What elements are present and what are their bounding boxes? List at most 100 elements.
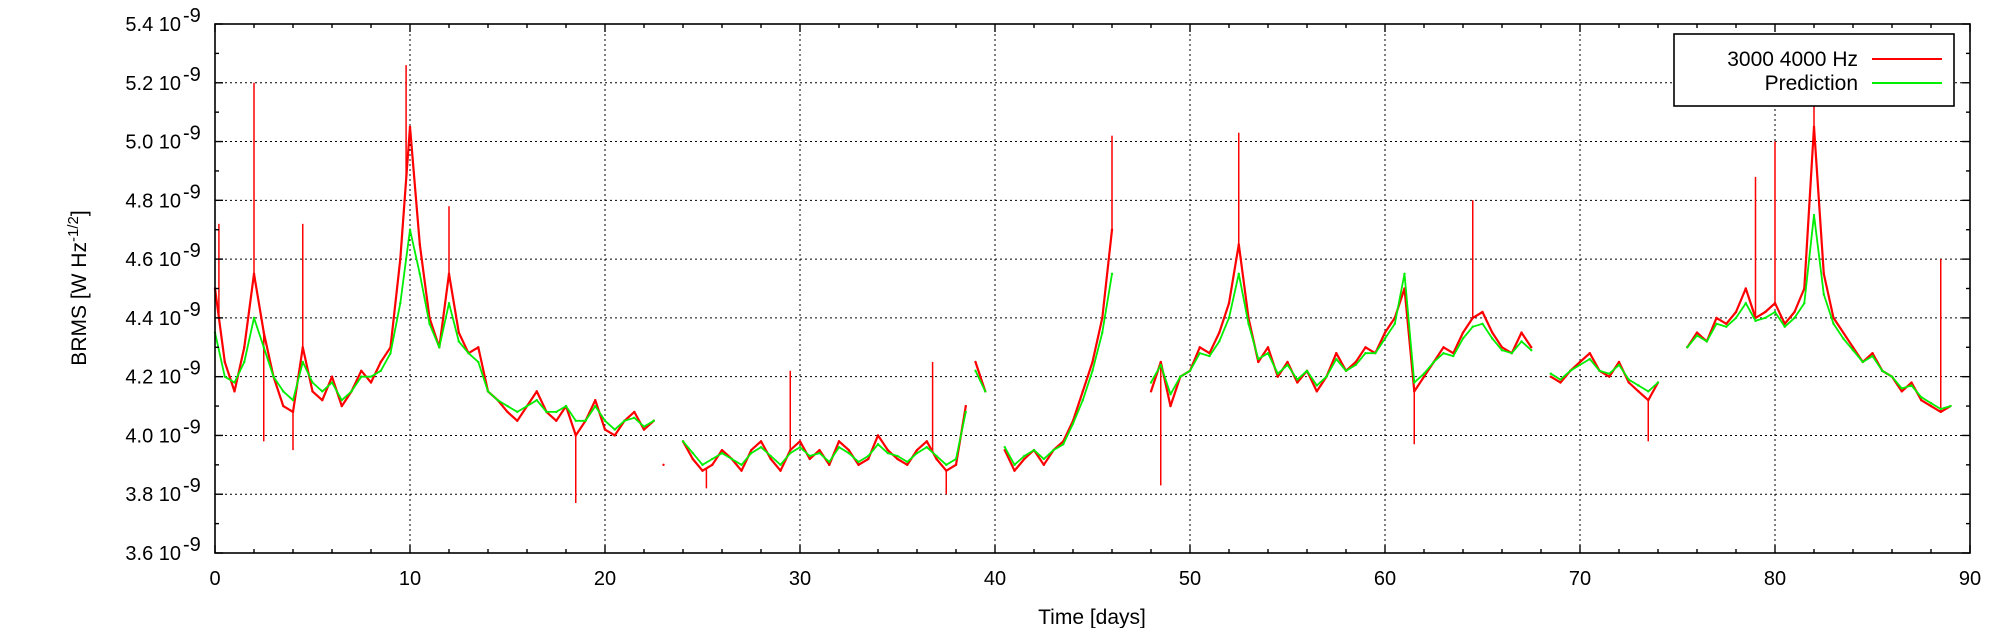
y-tick-label: 4.4 10 xyxy=(125,308,181,330)
series-point xyxy=(1851,349,1855,352)
series-point xyxy=(711,463,714,467)
series-point xyxy=(1725,322,1728,325)
series-point xyxy=(954,463,958,467)
series-point xyxy=(477,346,480,349)
series-point xyxy=(1403,272,1406,276)
series-point xyxy=(428,322,431,325)
series-point xyxy=(496,398,499,402)
series-point xyxy=(408,125,412,129)
series-point xyxy=(1881,369,1884,372)
y-tick-label: 3.6 10 xyxy=(125,543,181,565)
series-point xyxy=(1481,310,1484,314)
y-tick-label-exponent: -9 xyxy=(183,181,201,203)
series-point xyxy=(1900,390,1903,393)
series-point xyxy=(1335,357,1338,361)
series-point xyxy=(759,440,763,443)
series-point xyxy=(1461,337,1465,340)
series-point xyxy=(935,457,938,461)
series-point xyxy=(1569,369,1572,372)
series-point xyxy=(740,469,743,472)
y-axis-label: BRMS [W Hz-1/2] xyxy=(65,210,91,365)
series-point xyxy=(1686,346,1689,349)
series-point xyxy=(301,360,304,364)
series-point xyxy=(1734,316,1738,320)
series-point xyxy=(1286,360,1289,364)
y-tick-label: 4.2 10 xyxy=(125,367,181,389)
series-point xyxy=(701,463,704,467)
series-point xyxy=(486,390,490,393)
series-point xyxy=(1179,375,1182,378)
series-point xyxy=(1851,346,1855,349)
series-point xyxy=(1159,363,1162,367)
x-tick-label: 90 xyxy=(1959,568,1981,590)
series-point xyxy=(1188,369,1192,372)
series-point xyxy=(1578,363,1582,367)
series-point xyxy=(1929,401,1933,405)
series-point xyxy=(1871,354,1874,358)
series-point xyxy=(1715,322,1718,325)
series-point xyxy=(1023,457,1026,461)
series-point xyxy=(915,448,919,452)
series-point xyxy=(915,451,919,455)
y-tick-label: 5.2 10 xyxy=(125,73,181,95)
series-point xyxy=(1559,381,1562,384)
series-point xyxy=(1842,337,1845,340)
series-point xyxy=(1003,446,1006,449)
series-point xyxy=(1471,325,1474,328)
series-point xyxy=(808,454,811,458)
series-point xyxy=(1296,378,1299,381)
series-point xyxy=(1803,301,1806,305)
y-tick-label: 5.4 10 xyxy=(125,14,181,36)
series-point xyxy=(1637,384,1640,387)
series-point xyxy=(555,419,558,422)
series-point xyxy=(1588,351,1591,355)
series-point xyxy=(1091,360,1094,364)
series-point xyxy=(360,375,363,378)
series-point xyxy=(223,375,226,378)
series-point xyxy=(594,398,597,402)
series-point xyxy=(789,451,792,455)
series-point xyxy=(340,398,343,402)
series-point xyxy=(1842,331,1845,334)
series-point xyxy=(1062,443,1065,446)
series-point xyxy=(1754,319,1757,323)
x-tick-label: 20 xyxy=(594,568,616,590)
series-point xyxy=(1422,372,1426,375)
series-point xyxy=(291,398,295,402)
series-point xyxy=(1627,381,1630,384)
series-point xyxy=(1276,375,1279,378)
series-point xyxy=(272,375,275,378)
series-0 xyxy=(213,59,1952,504)
series-point xyxy=(935,454,938,458)
series-point xyxy=(886,451,889,455)
series-point xyxy=(330,381,334,384)
series-point xyxy=(818,451,821,455)
series-point xyxy=(418,243,421,246)
series-point xyxy=(652,419,655,422)
series-point xyxy=(623,419,626,422)
series-point xyxy=(1364,351,1367,355)
series-point xyxy=(1949,404,1952,408)
series-point xyxy=(282,404,285,408)
series-point xyxy=(1110,272,1114,276)
series-point xyxy=(711,457,714,461)
series-point xyxy=(360,369,363,372)
series-point xyxy=(1257,360,1260,364)
series-point xyxy=(769,454,772,458)
series-point xyxy=(1101,331,1104,334)
series-point xyxy=(545,410,548,414)
series-point xyxy=(1276,372,1279,375)
series-point xyxy=(1101,316,1104,320)
series-point xyxy=(857,463,860,467)
series-point xyxy=(1335,351,1338,355)
axes: 0 10 20 30 40 50 60 70 80 903.6 10 -93.8 10 -94.0 1… xyxy=(125,5,1981,590)
y-tick-label-exponent: -9 xyxy=(183,5,201,27)
series-point xyxy=(399,257,402,261)
series-point xyxy=(233,390,236,393)
x-tick-label: 70 xyxy=(1569,568,1591,590)
series-point xyxy=(798,440,802,443)
series-point xyxy=(1910,384,1913,387)
y-tick-label-exponent: -9 xyxy=(183,123,201,145)
series-point xyxy=(720,448,724,452)
